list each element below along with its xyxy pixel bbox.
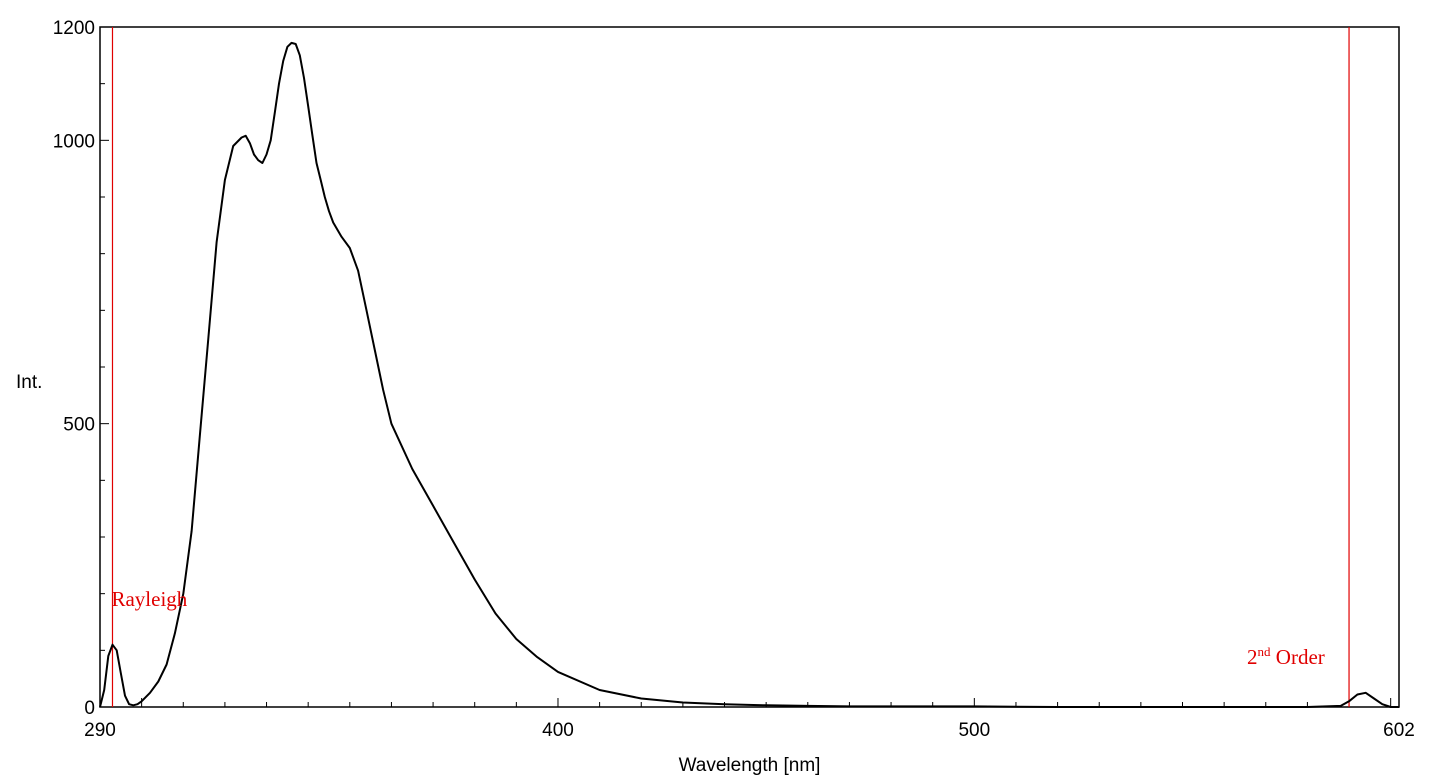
rayleigh-label: Rayleigh <box>111 587 187 611</box>
curve-layer <box>99 41 1399 708</box>
plot-frame <box>99 26 1400 708</box>
y-tick-label: 500 <box>63 415 95 436</box>
labels-layer: 290 400 500 602 0 500 1000 1200 Wavelength [nm] I… <box>16 18 1415 776</box>
y-tick-label: 1200 <box>53 18 95 39</box>
x-tick-label: 602 <box>1383 720 1415 741</box>
marker-lines-layer <box>111 27 1350 707</box>
x-tick-label: 290 <box>84 720 116 741</box>
y-tick-label: 0 <box>84 698 95 719</box>
y-axis-label: Int. <box>16 372 42 393</box>
x-tick-label: 500 <box>958 720 990 741</box>
y-tick-label: 1000 <box>53 131 95 152</box>
x-tick-label: 400 <box>542 720 574 741</box>
second-order-label: 2nd Order <box>1247 644 1325 669</box>
spectrum-series-line <box>99 41 1399 708</box>
x-axis-label: Wavelength [nm] <box>679 755 821 776</box>
axes-layer <box>99 26 1400 708</box>
